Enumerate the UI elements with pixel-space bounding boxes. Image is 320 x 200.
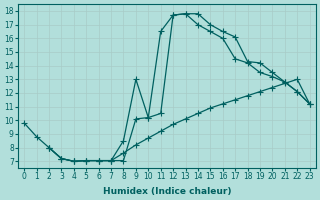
X-axis label: Humidex (Indice chaleur): Humidex (Indice chaleur) [103, 187, 231, 196]
